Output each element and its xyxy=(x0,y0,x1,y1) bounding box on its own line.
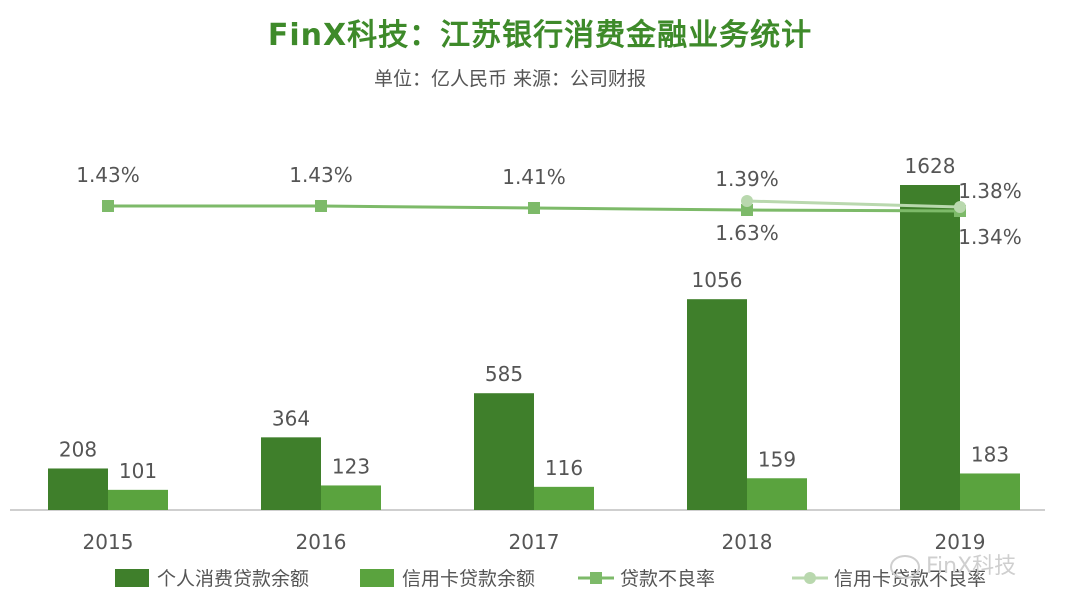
bar-personal-2015 xyxy=(48,468,108,510)
bar-credit-card-2015 xyxy=(108,489,168,510)
bar-label-credit-card-2016: 123 xyxy=(332,454,370,478)
npl-label-2016: 1.43% xyxy=(289,163,353,187)
legend-swatch-0 xyxy=(115,569,149,587)
watermark: FinX科技 xyxy=(890,548,1016,580)
bar-personal-2019 xyxy=(900,185,960,510)
bar-personal-2017 xyxy=(474,393,534,510)
bar-personal-2016 xyxy=(261,437,321,510)
x-tick-label-2015: 2015 xyxy=(83,530,134,554)
x-tick-label-2016: 2016 xyxy=(296,530,347,554)
bar-label-personal-2015: 208 xyxy=(59,437,97,461)
npl-point-2015 xyxy=(102,200,114,212)
cc-npl-point-2019 xyxy=(954,201,966,213)
bar-credit-card-2017 xyxy=(534,486,594,510)
legend-swatch-1 xyxy=(360,569,394,587)
npl-label-2019: 1.38% xyxy=(958,179,1022,203)
x-tick-label-2018: 2018 xyxy=(722,530,773,554)
legend-marker-3 xyxy=(804,572,816,584)
bar-credit-card-2016 xyxy=(321,485,381,510)
cc-npl-label-2019: 1.34% xyxy=(958,225,1022,249)
wechat-icon xyxy=(890,555,920,579)
chart-subtitle: 单位：亿人民币 来源：公司财报 xyxy=(373,68,647,90)
bar-label-credit-card-2017: 116 xyxy=(545,456,583,480)
legend-label-2: 贷款不良率 xyxy=(620,568,715,590)
npl-label-2015: 1.43% xyxy=(76,163,140,187)
bar-label-personal-2018: 1056 xyxy=(692,268,743,292)
bar-label-personal-2019: 1628 xyxy=(905,154,956,178)
bar-label-credit-card-2015: 101 xyxy=(119,459,157,483)
bar-label-credit-card-2018: 159 xyxy=(758,447,796,471)
bar-credit-card-2019 xyxy=(960,473,1020,510)
chart-title: FinX科技：江苏银行消费金融业务统计 xyxy=(267,18,813,53)
cc-npl-label-2018: 1.63% xyxy=(715,221,779,245)
npl-label-2018: 1.39% xyxy=(715,167,779,191)
npl-point-2016 xyxy=(315,200,327,212)
npl-label-2017: 1.41% xyxy=(502,165,566,189)
cc-npl-point-2018 xyxy=(741,195,753,207)
legend-marker-2 xyxy=(590,572,602,584)
x-tick-label-2017: 2017 xyxy=(509,530,560,554)
cc-npl-line xyxy=(746,199,961,209)
bar-credit-card-2018 xyxy=(747,478,807,510)
legend-label-3: 信用卡贷款不良率 xyxy=(834,568,986,590)
legend-label-0: 个人消费贷款余额 xyxy=(157,568,309,590)
watermark-text: FinX科技 xyxy=(926,554,1017,579)
bar-personal-2018 xyxy=(687,299,747,510)
bar-label-credit-card-2019: 183 xyxy=(971,442,1009,466)
bar-label-personal-2016: 364 xyxy=(272,406,310,430)
x-tick-label-2019: 2019 xyxy=(935,530,986,554)
bar-label-personal-2017: 585 xyxy=(485,362,523,386)
npl-point-2018 xyxy=(741,204,753,216)
npl-point-2017 xyxy=(528,202,540,214)
legend-label-1: 信用卡贷款余额 xyxy=(402,568,535,590)
